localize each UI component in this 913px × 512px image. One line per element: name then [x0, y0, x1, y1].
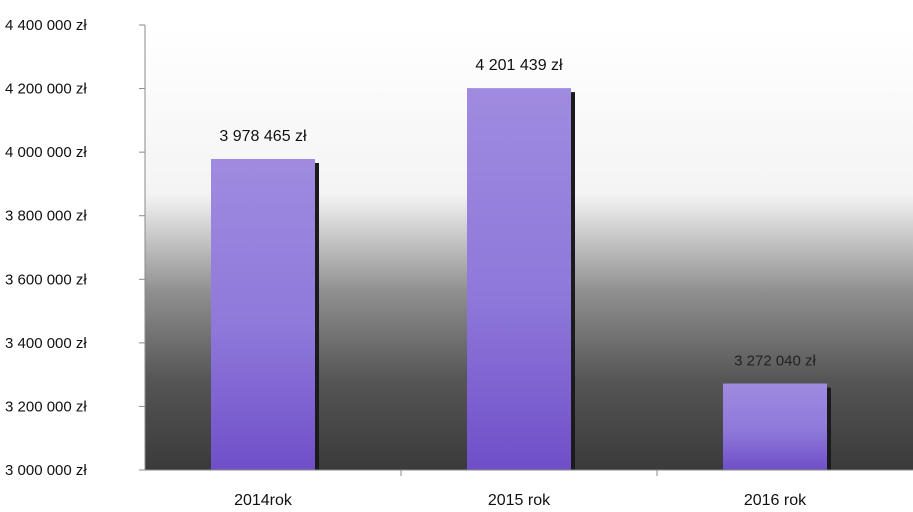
data-label: 3 978 465 zł — [219, 128, 307, 145]
y-tick-label: 3 000 000 zł — [5, 462, 87, 479]
y-tick-label: 3 200 000 zł — [5, 398, 87, 415]
data-label: 4 201 439 zł — [475, 57, 563, 74]
x-category-label: 2016 rok — [744, 492, 807, 509]
y-tick-label: 4 400 000 zł — [5, 17, 87, 34]
y-tick-label: 3 800 000 zł — [5, 208, 87, 225]
data-labels: 3 978 465 zł 4 201 439 zł 3 272 040 zł — [219, 57, 816, 369]
x-axis-categories: 2014rok 2015 rok 2016 rok — [234, 470, 807, 509]
x-category-label: 2014rok — [234, 492, 293, 509]
y-tick-label: 4 000 000 zł — [5, 144, 87, 161]
bars — [211, 88, 831, 471]
y-tick-label: 3 600 000 zł — [5, 271, 87, 288]
data-label: 3 272 040 zł — [734, 353, 816, 370]
y-tick-label: 3 400 000 zł — [5, 335, 87, 352]
bar-2 — [723, 383, 827, 470]
y-axis-ticks: 3 000 000 zł 3 200 000 zł 3 400 000 zł 3 60… — [5, 17, 145, 479]
y-tick-label: 4 200 000 zł — [5, 81, 87, 98]
bar-1 — [467, 88, 571, 471]
x-category-label: 2015 rok — [488, 492, 551, 509]
bar-0 — [211, 158, 315, 470]
